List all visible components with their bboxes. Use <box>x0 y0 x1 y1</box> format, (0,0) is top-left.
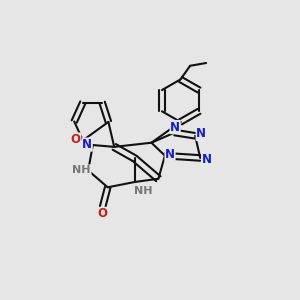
Text: N: N <box>82 138 92 151</box>
Text: NH: NH <box>72 165 91 175</box>
Text: N: N <box>196 128 206 140</box>
Text: O: O <box>98 207 108 220</box>
Text: N: N <box>165 148 175 161</box>
Text: NH: NH <box>134 187 152 196</box>
Text: N: N <box>202 153 212 166</box>
Text: N: N <box>170 121 180 134</box>
Text: O: O <box>71 133 81 146</box>
